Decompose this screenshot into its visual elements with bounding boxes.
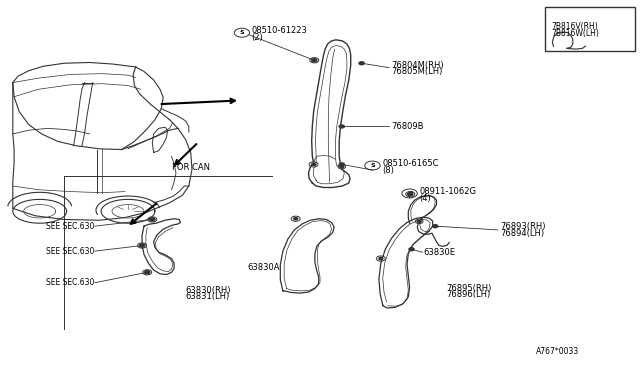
Text: 76896(LH): 76896(LH): [447, 290, 491, 299]
Text: 08510-6165C: 08510-6165C: [382, 159, 438, 168]
Text: 08510-61223: 08510-61223: [252, 26, 307, 35]
Circle shape: [433, 225, 438, 228]
Circle shape: [140, 244, 145, 247]
Circle shape: [150, 218, 154, 221]
Text: 76809B: 76809B: [392, 122, 424, 131]
Text: FOR CAN: FOR CAN: [172, 163, 209, 172]
Text: 7B816V(RH): 7B816V(RH): [552, 22, 598, 31]
Circle shape: [339, 163, 344, 166]
Text: (4): (4): [419, 194, 431, 203]
Circle shape: [294, 218, 298, 220]
Circle shape: [140, 244, 144, 247]
Circle shape: [145, 271, 149, 273]
Circle shape: [150, 218, 155, 221]
Text: SEE SEC.630: SEE SEC.630: [46, 247, 95, 256]
Circle shape: [359, 62, 364, 65]
Text: 63831(LH): 63831(LH): [186, 292, 230, 301]
Text: 63830A: 63830A: [248, 263, 280, 272]
Text: 76894(LH): 76894(LH): [500, 229, 545, 238]
Text: N: N: [407, 191, 412, 196]
Circle shape: [408, 193, 412, 195]
Text: 76804M(RH): 76804M(RH): [392, 61, 444, 70]
Text: 76893(RH): 76893(RH): [500, 222, 546, 231]
Circle shape: [312, 59, 317, 62]
Text: (8): (8): [382, 166, 394, 175]
Circle shape: [408, 193, 413, 196]
Circle shape: [417, 220, 421, 222]
Text: 63830(RH): 63830(RH): [186, 286, 231, 295]
Text: 76805M(LH): 76805M(LH): [392, 67, 443, 76]
Text: 7B816W(LH): 7B816W(LH): [552, 29, 600, 38]
Circle shape: [340, 166, 344, 168]
Circle shape: [339, 125, 344, 128]
Circle shape: [409, 248, 414, 251]
Text: (2): (2): [252, 33, 263, 42]
Circle shape: [379, 257, 383, 260]
Bar: [545, 7, 635, 51]
Text: 08911-1062G: 08911-1062G: [419, 187, 476, 196]
Text: S: S: [370, 163, 375, 168]
Text: SEE SEC.630: SEE SEC.630: [46, 278, 95, 287]
Text: 63830E: 63830E: [424, 248, 456, 257]
Text: 76895(RH): 76895(RH): [447, 284, 492, 293]
Text: S: S: [239, 30, 244, 35]
Text: SEE SEC.630: SEE SEC.630: [46, 222, 95, 231]
Circle shape: [145, 271, 150, 274]
Circle shape: [312, 163, 316, 166]
Circle shape: [312, 59, 316, 61]
Text: A767*0033: A767*0033: [536, 347, 580, 356]
